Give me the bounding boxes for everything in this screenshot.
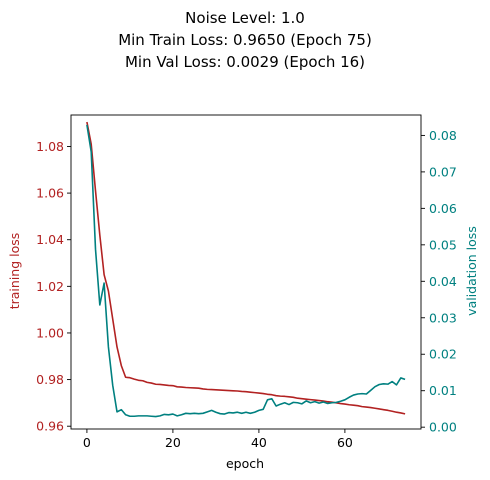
x-axis-label: epoch — [226, 456, 264, 471]
y-right-tick-label: 0.04 — [429, 274, 457, 289]
y-left-tick-label: 1.00 — [36, 325, 64, 340]
x-tick-label: 60 — [337, 435, 353, 450]
y-right-tick-label: 0.05 — [429, 237, 457, 252]
y-right-tick-label: 0.08 — [429, 128, 457, 143]
chart-title-line-1: Noise Level: 1.0 — [185, 9, 305, 27]
y-left-tick-label: 1.08 — [36, 139, 64, 154]
y-left-tick-label: 1.02 — [36, 279, 64, 294]
plot-frame — [70, 114, 422, 430]
y-left-tick-label: 1.04 — [36, 232, 64, 247]
y-right-tick-label: 0.03 — [429, 310, 457, 325]
y-right-tick-label: 0.07 — [429, 164, 457, 179]
chart-title-line-2: Min Train Loss: 0.9650 (Epoch 75) — [118, 31, 372, 49]
chart-title-line-3: Min Val Loss: 0.0029 (Epoch 16) — [125, 53, 365, 71]
y-right-tick-label: 0.01 — [429, 383, 457, 398]
y-right-tick-label: 0.02 — [429, 347, 457, 362]
x-tick-label: 40 — [251, 435, 267, 450]
y-axis-label-left: training loss — [7, 233, 22, 310]
y-left-tick-label: 0.96 — [36, 419, 64, 434]
validation-loss-line — [86, 124, 406, 418]
y-axis-label-right: validation loss — [464, 226, 479, 316]
plot-area: 0 20 40 60 0.96 0.98 1.00 1.02 1.04 1.06 1.08 0.00 0… — [36, 114, 457, 450]
x-tick-label: 0 — [83, 435, 91, 450]
y-left-tick-label: 1.06 — [36, 186, 64, 201]
y-right-tick-label: 0.00 — [429, 420, 457, 435]
training-loss-line — [86, 121, 406, 415]
x-tick-label: 20 — [165, 435, 181, 450]
y-right-tick-label: 0.06 — [429, 201, 457, 216]
y-left-tick-label: 0.98 — [36, 372, 64, 387]
